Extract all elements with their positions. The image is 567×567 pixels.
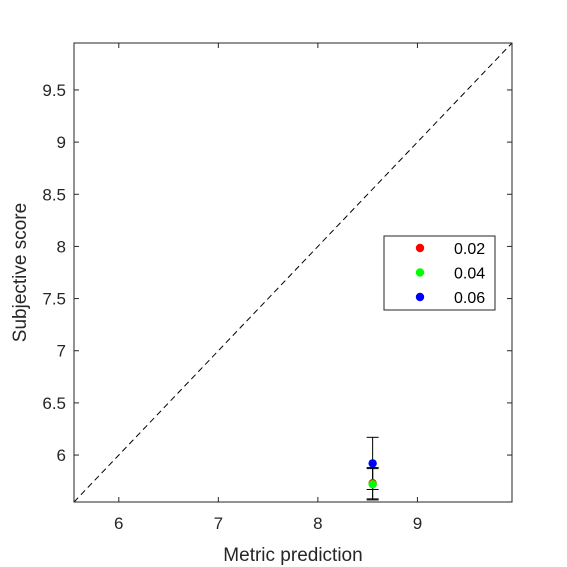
ticks-layer: 6 7 8 9 6 6.5 7 7.5 8 8.5 9 9.5: [42, 43, 512, 533]
y-tick-label: 8.5: [42, 185, 66, 204]
legend-marker: [415, 292, 425, 302]
x-tick-label: 9: [413, 514, 422, 533]
reference-diagonal-line: [73, 42, 513, 503]
reference-line-layer: [73, 42, 513, 503]
data-layer: [366, 436, 379, 501]
y-tick-label: 9.5: [42, 81, 66, 100]
data-point: [368, 459, 377, 468]
y-tick-label: 6.5: [42, 394, 66, 413]
data-point: [368, 480, 377, 489]
plot-frame: [73, 42, 513, 503]
legend-label: 0.04: [454, 266, 485, 283]
legend-marker: [415, 268, 425, 277]
x-axis-label: Metric prediction: [223, 545, 362, 566]
y-tick-label: 8: [57, 237, 66, 256]
y-tick-label: 6: [57, 446, 66, 465]
legend-box: [383, 235, 496, 311]
y-tick-label: 7.5: [42, 290, 66, 309]
legend-label: 0.06: [454, 290, 485, 307]
x-tick-label: 7: [214, 514, 223, 533]
legend-marker: [415, 243, 425, 253]
y-tick-label: 7: [57, 342, 66, 361]
legend-label: 0.02: [454, 241, 485, 258]
x-tick-label: 8: [313, 514, 322, 533]
y-axis-label: Subjective score: [10, 203, 31, 342]
y-tick-label: 9: [57, 133, 66, 152]
legend: 0.02 0.04 0.06: [383, 235, 496, 311]
x-tick-label: 6: [114, 514, 123, 533]
